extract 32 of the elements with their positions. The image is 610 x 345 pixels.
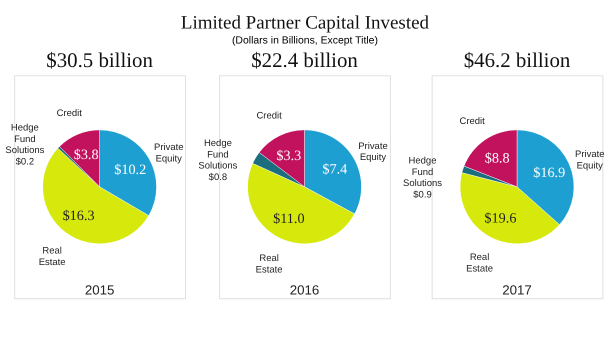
slice-label: Private Equity [575,149,604,172]
data-label: $16.9 [533,165,566,182]
slice-label: Private Equity [358,140,388,164]
chart-title: $46.2 billion [464,48,571,72]
chart-title: $30.5 billion [46,48,154,72]
slice-label: Real Estate [38,246,66,268]
slice-label: Hedge Fund Solutions [403,155,442,190]
data-label: $11.0 [273,211,305,228]
data-label: $7.4 [322,162,348,178]
data-label: $8.8 [484,150,510,166]
slice-label: Hedge Fund Solutions [198,138,238,172]
slice-label: Credit [460,116,486,127]
data-label: $3.3 [276,148,302,164]
slice-label: Real Estate [466,252,493,274]
text: 2017 [502,282,532,298]
data-label: $19.6 [484,210,516,227]
data-label: $10.2 [114,162,146,178]
data-label: $0.9 [413,190,432,201]
slice-label: Credit [56,108,82,120]
chart-title: $22.4 billion [251,48,358,72]
slice-label: Real Estate [256,253,283,276]
data-label: $0.8 [208,172,228,184]
text: 2015 [84,282,114,298]
text: (Dollars in Billions, Except Title) [232,36,378,47]
data-label: $0.2 [16,156,34,168]
text: 2016 [290,282,320,298]
slice-label: Credit [256,110,282,122]
slice-label: Hedge Fund Solutions [5,122,45,156]
text: Limited Partner Capital Invested [180,12,430,34]
data-label: $3.8 [74,146,99,163]
slice-label: Private Equity [154,142,184,164]
data-label: $16.3 [62,208,95,224]
